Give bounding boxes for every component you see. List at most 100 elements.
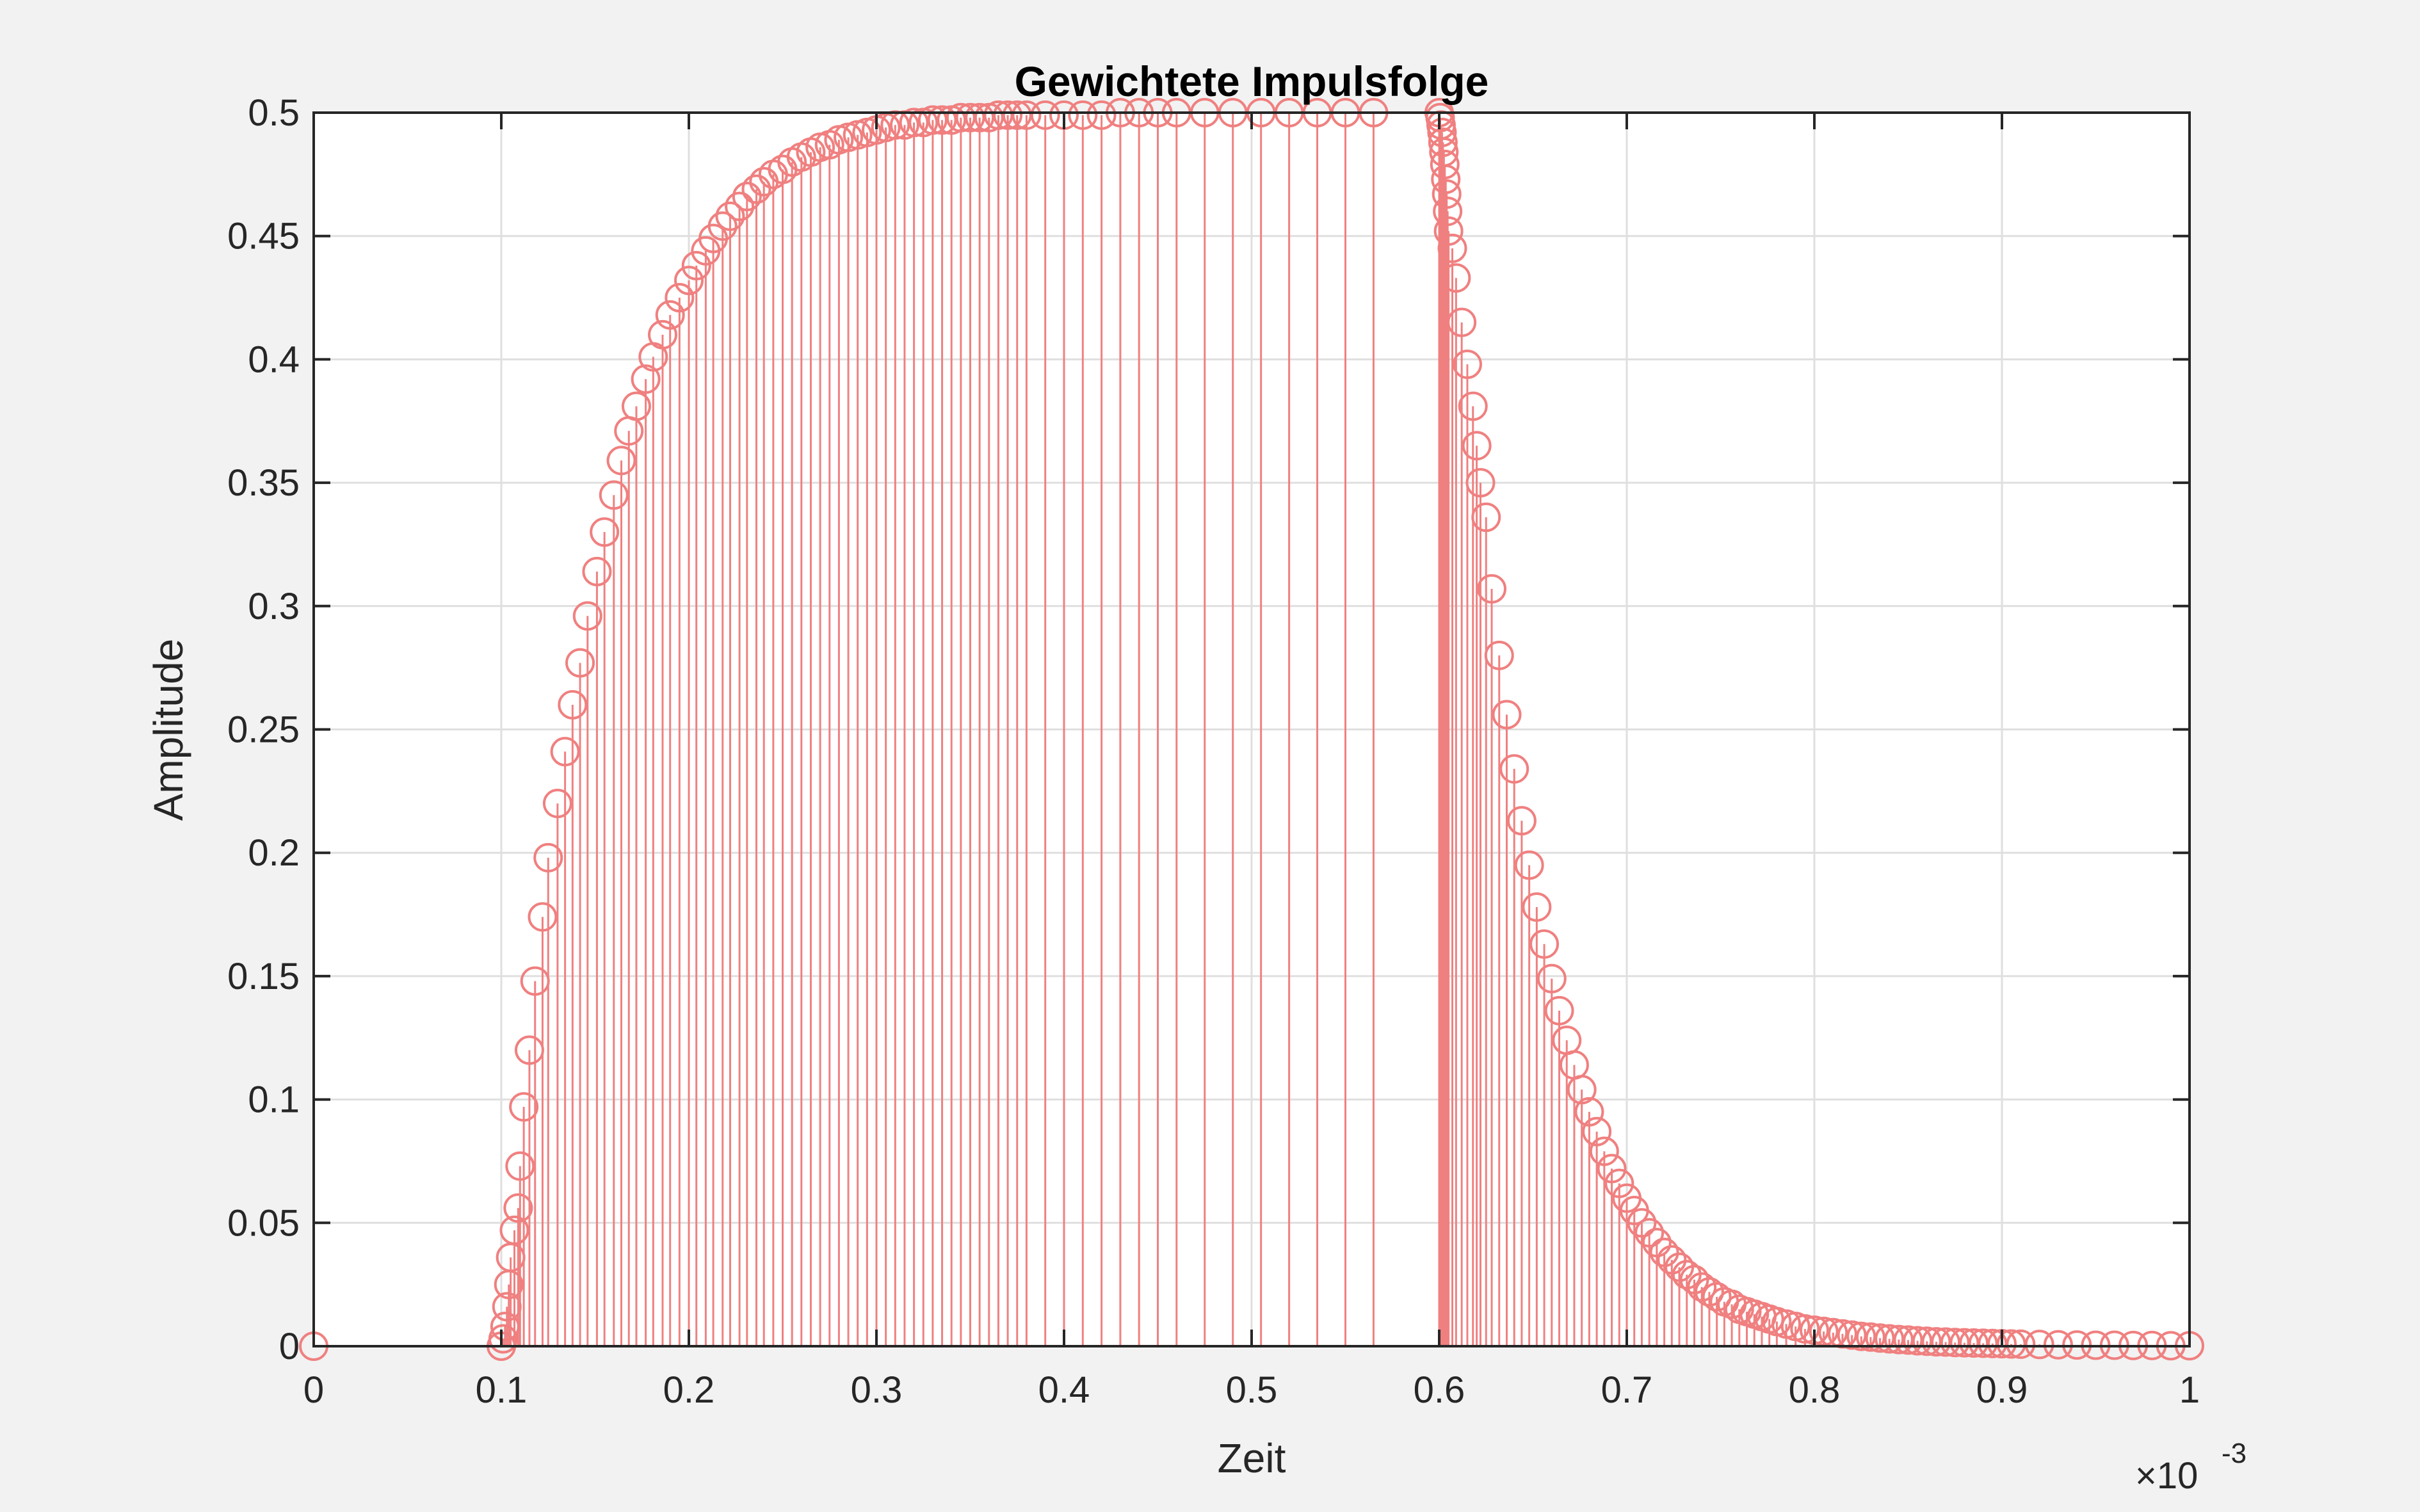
stem-marker [514, 1035, 544, 1065]
stem-marker [631, 364, 661, 394]
stem-marker [1427, 117, 1457, 147]
x-tick-label: 0.8 [1789, 1369, 1841, 1411]
stem-marker [725, 191, 755, 221]
stem-marker [1574, 1097, 1604, 1127]
stem-marker [1433, 197, 1463, 227]
stem-marker [707, 211, 738, 241]
y-tick-labels: 0 0.05 0.1 0.15 0.2 0.25 0.3 0.35 0.4 0.45 0.5 [227, 92, 300, 1367]
stem-marker [542, 789, 572, 819]
stem-marker [1702, 1282, 1732, 1312]
stem-marker [1086, 100, 1117, 130]
stem-marker [1790, 1314, 1820, 1344]
stem-lines [502, 113, 2191, 1346]
x-tick-label: 0.4 [1038, 1369, 1090, 1411]
x-tick-labels: 0 0.1 0.2 0.3 0.4 0.5 0.6 0.7 0.8 0.9 1 [303, 1369, 2200, 1411]
y-tick-label: 0.2 [248, 832, 300, 874]
stem-marker [1431, 165, 1461, 195]
stem-marker [1471, 503, 1501, 533]
stem-marker [1604, 1168, 1634, 1198]
stem-marker [499, 1215, 529, 1245]
stem-marker [1447, 307, 1477, 337]
stem-marker [647, 319, 677, 350]
stem-marker [488, 1324, 518, 1354]
stem-marker [1437, 233, 1467, 263]
stem-marker [1582, 1116, 1612, 1146]
x-tick-label: 1 [2179, 1369, 2200, 1411]
stem-marker [1458, 391, 1488, 421]
stem-marker [492, 1292, 522, 1322]
x-tick-label: 0.7 [1601, 1369, 1653, 1411]
stem-marker [490, 1312, 520, 1342]
stem-marker [1649, 1237, 1679, 1267]
stem-marker [1567, 1075, 1597, 1105]
stem-marker [599, 480, 629, 510]
y-tick-label: 0.25 [227, 709, 300, 751]
stem-marker [572, 601, 602, 631]
stem-marker [917, 105, 948, 135]
stem-marker [965, 102, 995, 133]
stem-marker [509, 1092, 539, 1122]
stem-marker [1529, 929, 1560, 959]
y-tick-label: 0.5 [248, 92, 300, 134]
stem-marker [2006, 1329, 2036, 1359]
stem-marker [1912, 1326, 1942, 1356]
stem-marker [1931, 1327, 1961, 1357]
y-tick-label: 0.15 [227, 956, 300, 997]
y-tick-label: 0.4 [248, 339, 300, 380]
stem-marker [715, 201, 745, 231]
stem-marker [1597, 1154, 1627, 1184]
stem-marker [1687, 1272, 1717, 1302]
stem-marker [503, 1193, 533, 1223]
stem-marker [1642, 1228, 1672, 1258]
stem-marker [665, 283, 695, 313]
stem-marker [1875, 1324, 1905, 1354]
stem-marker [1012, 100, 1042, 130]
x-axis-title: Zeit [1218, 1435, 1286, 1481]
stem-marker [1921, 1327, 1951, 1357]
stem-marker [1462, 431, 1492, 461]
y-tick-label: 0.35 [227, 462, 300, 504]
stem-marker [899, 108, 929, 138]
stem-marker [606, 446, 636, 476]
stem-marker [1506, 806, 1537, 836]
y-tick-label: 0.05 [227, 1202, 300, 1244]
stem-marker [520, 966, 550, 996]
stem-marker [590, 517, 620, 547]
y-tick-label: 0.1 [248, 1079, 300, 1121]
stem-marker [1477, 574, 1507, 604]
y-tick-label: 0.45 [227, 216, 300, 257]
stem-marker [1514, 850, 1544, 880]
x-tick-label: 0.6 [1414, 1369, 1465, 1411]
stem-marker [1428, 127, 1458, 157]
stem-marker [505, 1151, 535, 1181]
stem-marker [955, 102, 985, 133]
stem-marker [2024, 1330, 2054, 1360]
stem-marker [1837, 1320, 1867, 1350]
stem-marker [741, 174, 771, 204]
y-axis-title: Amplitude [145, 639, 191, 821]
y-tick-label: 0.3 [248, 586, 300, 627]
stem-marker [1499, 754, 1529, 784]
x-tick-label: 0.1 [476, 1369, 528, 1411]
stem-marker [674, 266, 704, 296]
chart-title: Gewichtete Impulsfolge [1015, 58, 1489, 105]
x-tick-label: 0.9 [1976, 1369, 2028, 1411]
stem-marker [1441, 263, 1471, 293]
stem-marker [1884, 1324, 1914, 1355]
axis-ticks [312, 111, 2191, 1347]
x-axis-exponent: ×10 -3 [2135, 1438, 2247, 1497]
stem-marker [565, 648, 595, 678]
x-exponent-power: -3 [2222, 1438, 2247, 1469]
stem-marker [1855, 1322, 1885, 1352]
stem-marker [1627, 1208, 1657, 1238]
stem-marker [528, 902, 558, 932]
stem-marker [1030, 100, 1060, 130]
stem-marker [993, 100, 1023, 130]
x-tick-label: 0.5 [1226, 1369, 1278, 1411]
stem-marker [927, 105, 957, 135]
stem-marker [1522, 892, 1552, 922]
stem-marker [1430, 149, 1460, 179]
stem-marker [1544, 995, 1574, 1025]
stem-marker [1865, 1323, 1895, 1353]
